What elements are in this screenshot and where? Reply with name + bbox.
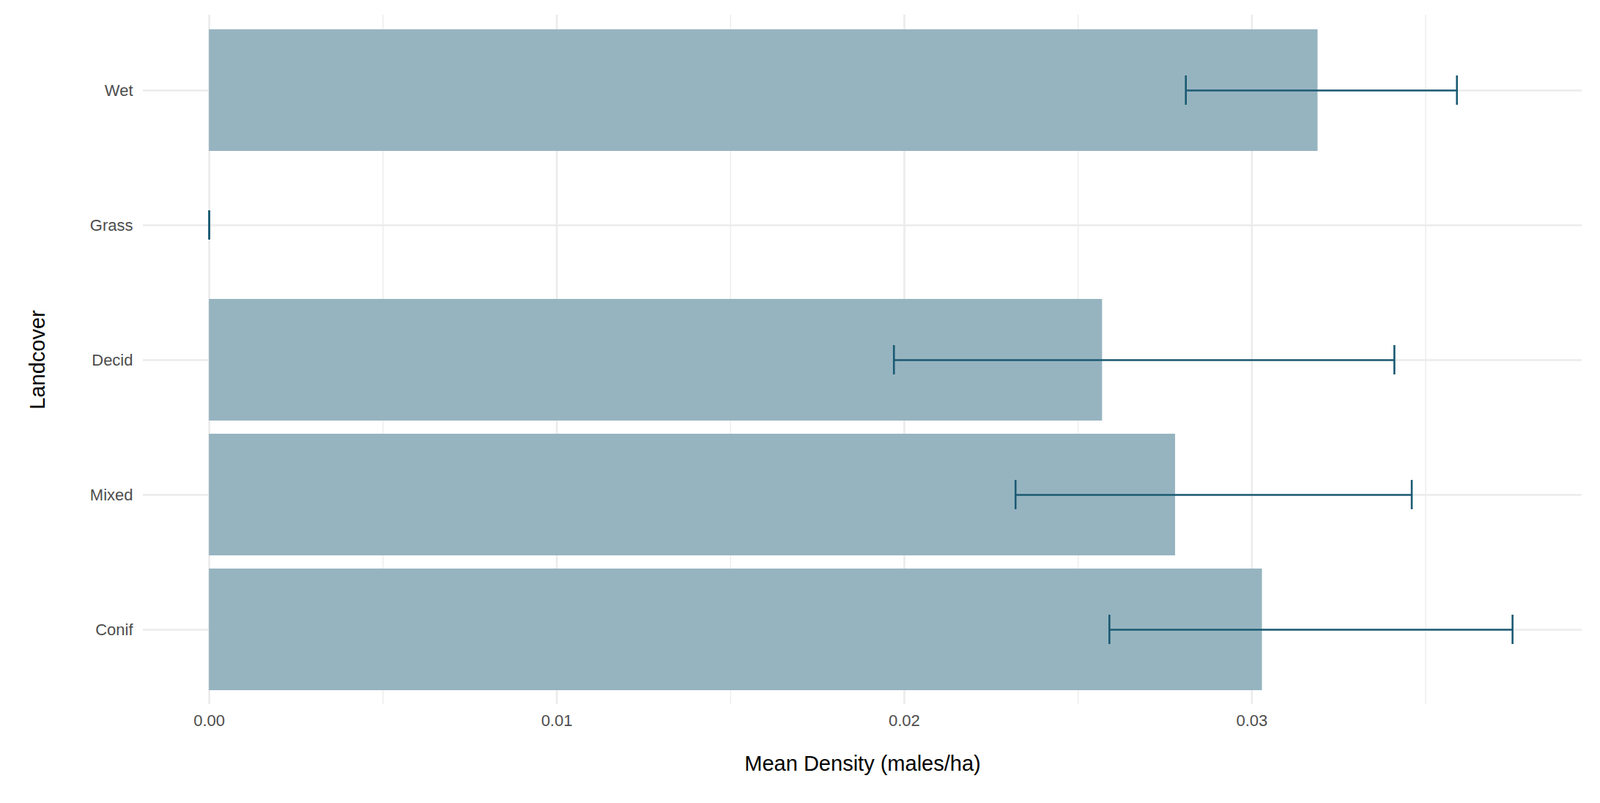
svg-text:0.03: 0.03 (1235, 711, 1268, 730)
svg-text:Mixed: Mixed (90, 485, 134, 505)
svg-text:0.02: 0.02 (888, 711, 921, 730)
svg-text:Grass: Grass (90, 216, 134, 235)
svg-text:Conif: Conif (95, 620, 134, 639)
svg-text:0.00: 0.00 (193, 711, 225, 730)
svg-text:0.01: 0.01 (541, 711, 573, 730)
svg-text:Mean Density (males/ha): Mean Density (males/ha) (744, 751, 981, 776)
svg-text:Decid: Decid (91, 350, 133, 370)
svg-text:Wet: Wet (104, 81, 134, 100)
svg-text:Landcover: Landcover (25, 309, 50, 410)
